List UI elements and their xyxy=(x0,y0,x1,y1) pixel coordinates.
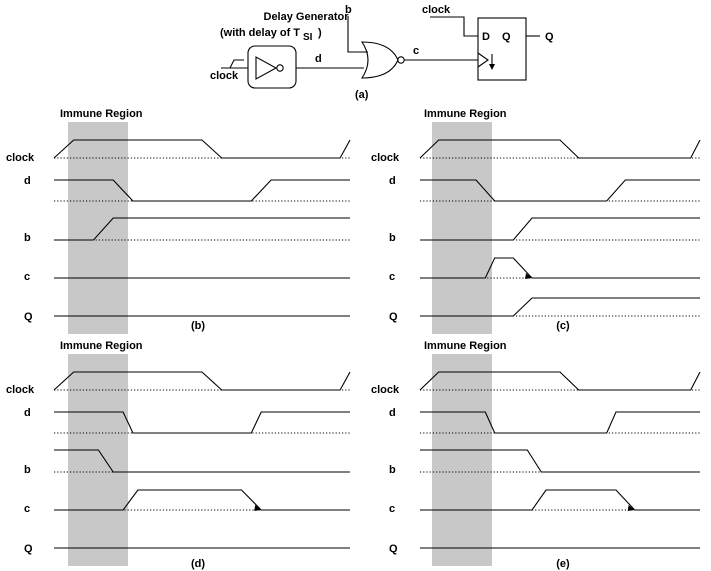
signal-label: d xyxy=(24,175,31,187)
delay-generator-title: Delay Generator xyxy=(264,11,350,23)
signal-waveform xyxy=(420,489,700,511)
falling-edge-arrowhead-icon xyxy=(627,505,635,511)
delay-subscript: SI xyxy=(303,32,313,43)
c-wire-label: c xyxy=(413,45,419,57)
delay-generator-box xyxy=(247,45,297,89)
panel-caption: (d) xyxy=(191,558,205,570)
delay-generator-subtitle: (with delay of T xyxy=(220,27,300,39)
negedge-arrowhead-icon xyxy=(489,64,495,70)
ff-q-pin: Q xyxy=(502,31,511,43)
inverter-bubble-icon xyxy=(276,64,284,72)
signal-waveform xyxy=(420,297,700,317)
panel-caption: (e) xyxy=(556,558,570,570)
immune-region-shade xyxy=(68,354,128,566)
signal-waveform xyxy=(53,371,351,391)
ff-output-label: Q xyxy=(545,31,554,43)
clock-triangle-icon xyxy=(477,52,489,68)
flip-flop-box xyxy=(477,17,527,81)
signal-waveform xyxy=(54,489,350,511)
signal-label: d xyxy=(389,175,396,187)
ff-d-pin: D xyxy=(482,31,490,43)
panel-caption: (b) xyxy=(191,320,205,332)
signal-label: d xyxy=(389,407,396,419)
nor-bubble-icon xyxy=(397,56,405,64)
signal-label: clock xyxy=(371,152,400,164)
b-input-label: b xyxy=(345,4,352,16)
signal-label: c xyxy=(389,271,395,283)
signal-label: c xyxy=(24,503,30,515)
panel-caption: (c) xyxy=(556,320,570,332)
immune-region-shade xyxy=(68,122,128,334)
signal-waveform xyxy=(420,217,700,241)
signal-waveform xyxy=(419,139,701,159)
signal-label: c xyxy=(24,271,30,283)
signal-waveform xyxy=(54,217,350,241)
ff-clock-label: clock xyxy=(422,4,451,16)
immune-region-shade xyxy=(432,354,492,566)
signal-waveform xyxy=(54,449,350,473)
d-wire-label: d xyxy=(315,53,322,65)
signal-waveform xyxy=(54,179,350,202)
signal-label: Q xyxy=(389,311,398,323)
clock-input-label: clock xyxy=(210,70,239,82)
timing-panel: Immune Region clock d b c Q (d) xyxy=(6,340,351,570)
immune-region-label: Immune Region xyxy=(424,108,507,120)
clock-step-symbol xyxy=(221,59,244,69)
signal-waveform xyxy=(420,411,700,434)
signal-label: b xyxy=(389,464,396,476)
falling-edge-arrowhead-icon xyxy=(254,505,262,511)
signal-label: Q xyxy=(389,543,398,555)
signal-label: b xyxy=(24,464,31,476)
falling-edge-arrowhead-icon xyxy=(525,273,532,279)
signal-waveform xyxy=(420,257,700,279)
signal-label: d xyxy=(24,407,31,419)
immune-region-label: Immune Region xyxy=(60,108,143,120)
signal-label: b xyxy=(24,232,31,244)
b-wire xyxy=(347,16,368,53)
signal-label: b xyxy=(389,232,396,244)
signal-label: Q xyxy=(24,543,33,555)
signal-label: c xyxy=(389,503,395,515)
delay-close-paren: ) xyxy=(318,27,322,39)
timing-panel: Immune Region clock d b c Q (b) xyxy=(6,108,351,334)
immune-region-shade xyxy=(432,122,492,334)
circuit-caption: (a) xyxy=(355,89,369,101)
nor-gate-icon xyxy=(360,41,399,79)
signal-waveform xyxy=(54,411,350,434)
signal-label: clock xyxy=(6,384,35,396)
signal-label: clock xyxy=(6,152,35,164)
signal-waveform xyxy=(420,449,700,473)
timing-panel: Immune Region clock d b c Q (c) xyxy=(371,108,701,334)
signal-waveform xyxy=(53,139,351,159)
timing-panels: Immune Region clock d b c Q (b) Immune Region cl… xyxy=(6,108,701,570)
ff-clock-wire xyxy=(430,16,478,37)
timing-panel: Immune Region clock d b c Q (e) xyxy=(371,340,701,570)
immune-region-label: Immune Region xyxy=(60,340,143,352)
signal-label: clock xyxy=(371,384,400,396)
signal-waveform xyxy=(419,371,701,391)
circuit-diagram: Delay Generator (with delay of T SI ) cl… xyxy=(210,4,554,101)
signal-label: Q xyxy=(24,311,33,323)
immune-region-label: Immune Region xyxy=(424,340,507,352)
signal-waveform xyxy=(420,179,700,202)
buffer-icon xyxy=(255,56,278,80)
